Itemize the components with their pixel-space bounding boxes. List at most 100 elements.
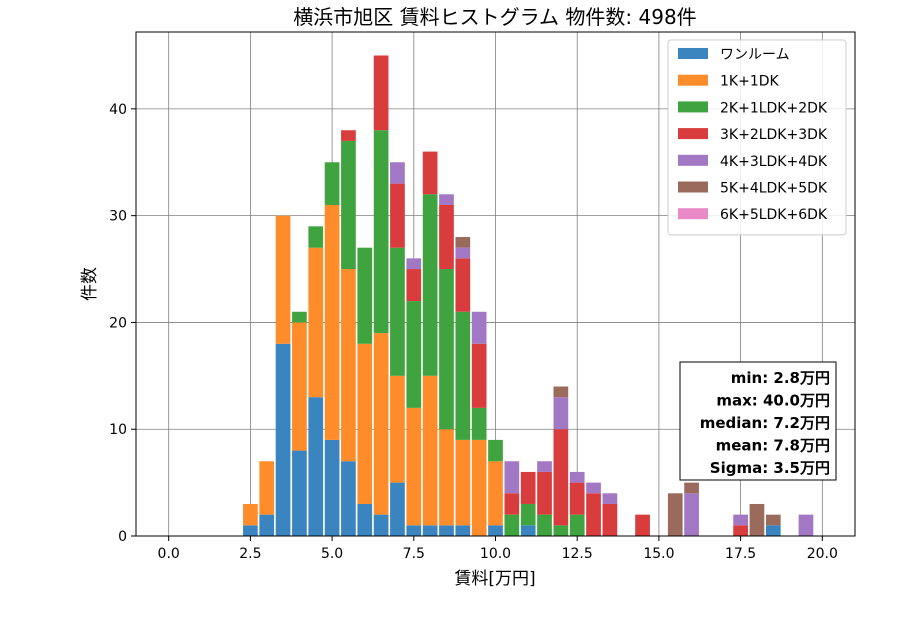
bar-segment xyxy=(390,247,405,376)
bar-segment xyxy=(471,343,487,408)
legend-label: 2K+1LDK+2DK xyxy=(720,100,828,116)
bar-segment xyxy=(357,247,373,344)
bar-segment xyxy=(471,439,487,536)
bar-segment xyxy=(586,482,601,494)
legend: ワンルーム 1K+1DK 2K+1LDK+2DK 3K+2LDK+3DK 4K+3LDK… xyxy=(667,39,847,236)
bar-segment xyxy=(798,514,814,536)
bar-segment xyxy=(537,514,552,536)
bar-segment xyxy=(765,514,781,526)
bar-segment xyxy=(390,482,405,536)
legend-swatch xyxy=(678,74,708,86)
legend-swatch xyxy=(678,208,708,220)
bar-segment xyxy=(373,333,389,515)
bar-segment xyxy=(471,407,487,440)
legend-swatch xyxy=(678,181,708,193)
legend-label: 6K+5LDK+6DK xyxy=(720,207,828,223)
bar-segment xyxy=(439,269,454,430)
bar-segment xyxy=(275,343,291,536)
bar-segment xyxy=(684,482,699,494)
bar-segment xyxy=(455,439,471,526)
bar-segment xyxy=(520,503,536,526)
legend-label: 1K+1DK xyxy=(720,74,780,90)
bar-segment xyxy=(406,258,422,270)
bar-segment xyxy=(733,525,748,536)
stats-line: median: 7.2万円 xyxy=(700,414,830,432)
bar-segment xyxy=(422,525,438,536)
y-axis-ticks: 0 10 20 30 40 xyxy=(109,102,136,545)
bar-segment xyxy=(488,525,503,536)
stats-line: Sigma: 3.5万円 xyxy=(710,459,830,477)
x-tick-label: 2.5 xyxy=(239,546,261,562)
bar-segment xyxy=(553,397,569,430)
x-tick-label: 12.5 xyxy=(562,546,593,562)
bar-segment xyxy=(341,269,356,462)
bar-segment xyxy=(292,450,307,536)
bar-segment xyxy=(243,503,258,526)
bar-segment xyxy=(504,514,520,536)
bar-segment xyxy=(455,247,471,259)
legend-label: ワンルーム xyxy=(720,47,790,63)
bar-segment xyxy=(537,461,552,472)
bar-segment xyxy=(733,514,748,526)
bar-segment xyxy=(373,55,389,131)
bar-segment xyxy=(406,407,422,526)
bar-segment xyxy=(341,140,356,270)
bar-segment xyxy=(422,375,438,526)
legend-swatch xyxy=(678,154,708,166)
stats-frame xyxy=(679,361,837,481)
bar-segment xyxy=(749,503,765,536)
bar-segment xyxy=(553,429,569,526)
bar-segment xyxy=(765,525,781,536)
chart-title: 横浜市旭区 賃料ヒストグラム 物件数: 498件 xyxy=(293,5,696,29)
stats-box: min: 2.8万円 max: 40.0万円 median: 7.2万円 mean: … xyxy=(679,361,837,481)
legend-label: 5K+4LDK+5DK xyxy=(720,181,828,197)
bar-segment xyxy=(422,194,438,376)
bar-segment xyxy=(308,247,324,398)
bar-segment xyxy=(504,461,520,494)
bar-segment xyxy=(667,493,683,536)
bar-segment xyxy=(324,204,340,440)
y-tick-label: 0 xyxy=(118,529,127,545)
bar-segment xyxy=(684,493,699,536)
bar-segment xyxy=(569,471,585,483)
x-tick-label: 17.5 xyxy=(725,546,756,562)
y-tick-label: 10 xyxy=(109,422,127,438)
bar-segment xyxy=(455,311,471,440)
x-tick-label: 7.5 xyxy=(403,546,425,562)
bar-segment xyxy=(586,493,601,536)
bar-segment xyxy=(569,482,585,515)
bar-segment xyxy=(455,258,471,312)
bar-segment xyxy=(259,514,275,536)
bar-segment xyxy=(357,343,373,504)
x-tick-label: 10.0 xyxy=(480,546,511,562)
x-tick-label: 20.0 xyxy=(807,546,838,562)
stats-line: mean: 7.8万円 xyxy=(716,437,830,455)
bar-segment xyxy=(373,130,389,334)
bar-segment xyxy=(406,301,422,408)
bar-segment xyxy=(455,237,471,248)
bar-segment xyxy=(439,194,454,205)
bar-segment xyxy=(471,311,487,344)
x-tick-label: 15.0 xyxy=(643,546,674,562)
legend-swatch xyxy=(678,101,708,113)
bar-segment xyxy=(569,514,585,536)
bar-segment xyxy=(292,311,307,323)
bar-segment xyxy=(602,493,618,504)
bar-segment xyxy=(553,525,569,536)
bar-segment xyxy=(243,525,258,536)
bar-segment xyxy=(488,461,503,526)
bar-segment xyxy=(259,461,275,515)
bar-segment xyxy=(357,503,373,536)
bar-segment xyxy=(390,183,405,248)
legend-swatch xyxy=(678,48,708,59)
bar-segment xyxy=(324,439,340,536)
bar-segment xyxy=(455,525,471,536)
bar-segment xyxy=(602,503,618,536)
x-axis-label: 賃料[万円] xyxy=(454,569,535,589)
bar-segment xyxy=(390,162,405,184)
bar-segment xyxy=(292,322,307,451)
x-tick-label: 5.0 xyxy=(321,546,343,562)
bar-segment xyxy=(373,514,389,536)
bar-segment xyxy=(422,151,438,195)
